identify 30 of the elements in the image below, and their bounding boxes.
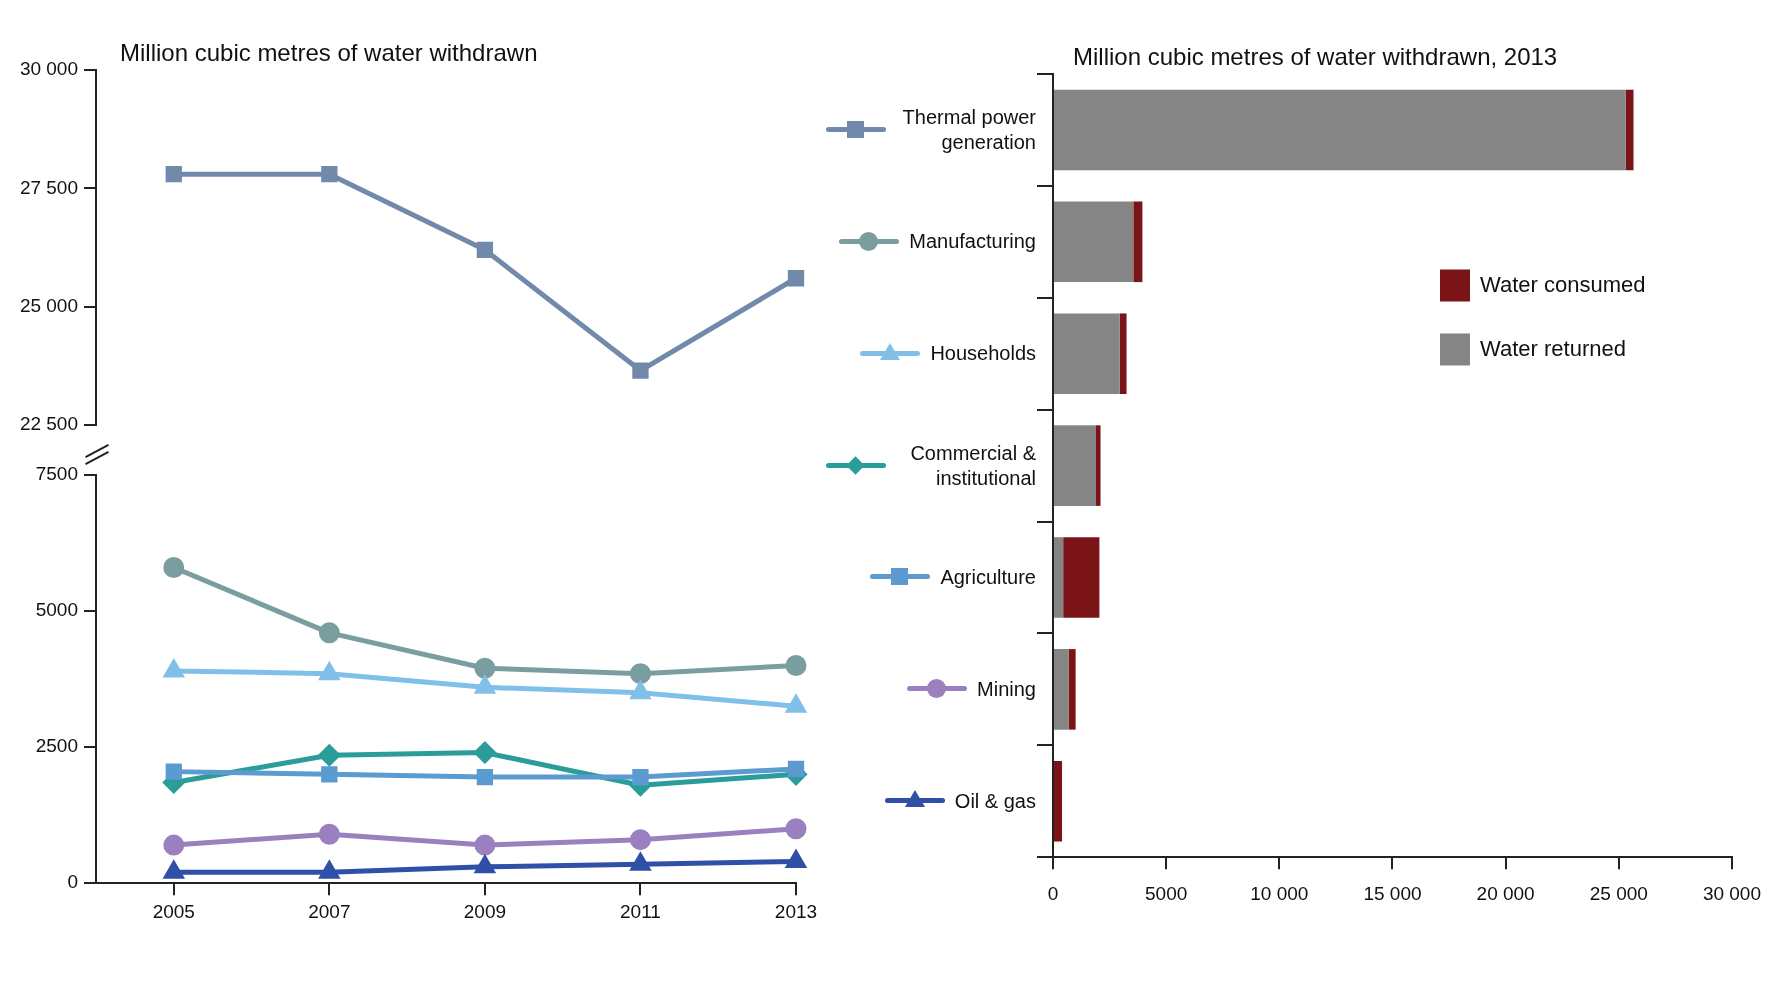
x-tick-label: 2011 xyxy=(620,900,661,922)
x-tick-label: 2007 xyxy=(308,900,351,922)
x-tick-label: 10 000 xyxy=(1250,882,1309,904)
x-tick-label: 5000 xyxy=(1145,882,1188,904)
legend-label: Manufacturing xyxy=(909,229,1036,255)
legend-label: Agriculture xyxy=(940,565,1036,590)
y-tick-label: 5000 xyxy=(35,599,78,621)
y-tick-label: 7500 xyxy=(35,463,78,485)
y-tick-label: 22 500 xyxy=(19,413,78,435)
legend-label: Water returned xyxy=(1480,335,1626,361)
x-tick-label: 20 000 xyxy=(1476,882,1535,904)
y-tick-label: 27 500 xyxy=(19,176,78,198)
x-tick-label: 0 xyxy=(1047,882,1059,904)
x-tick-label: 2013 xyxy=(774,900,818,922)
legend-label: Water consumed xyxy=(1480,271,1646,297)
legend-label: Mining xyxy=(977,676,1036,702)
legend-label: Thermal power generation xyxy=(901,104,1036,155)
y-tick-label: 25 000 xyxy=(19,294,78,316)
legend-label: Oil & gas xyxy=(954,788,1036,814)
x-tick-label: 2005 xyxy=(152,900,195,922)
chart-title: Million cubic metres of water withdrawn, 2013 xyxy=(1073,42,1558,70)
y-tick-label: 2500 xyxy=(35,735,78,757)
legend-label: Households xyxy=(930,341,1036,367)
x-tick-label: 15 000 xyxy=(1363,882,1422,904)
chart-title: Million cubic metres of water withdrawn xyxy=(120,38,538,66)
x-tick-label: 30 000 xyxy=(1702,882,1762,904)
x-tick-label: 2009 xyxy=(463,900,507,922)
y-tick-label: 30 000 xyxy=(19,58,78,80)
x-tick-label: 25 000 xyxy=(1589,882,1648,904)
legend-label: Commercial & institutional xyxy=(909,440,1036,491)
